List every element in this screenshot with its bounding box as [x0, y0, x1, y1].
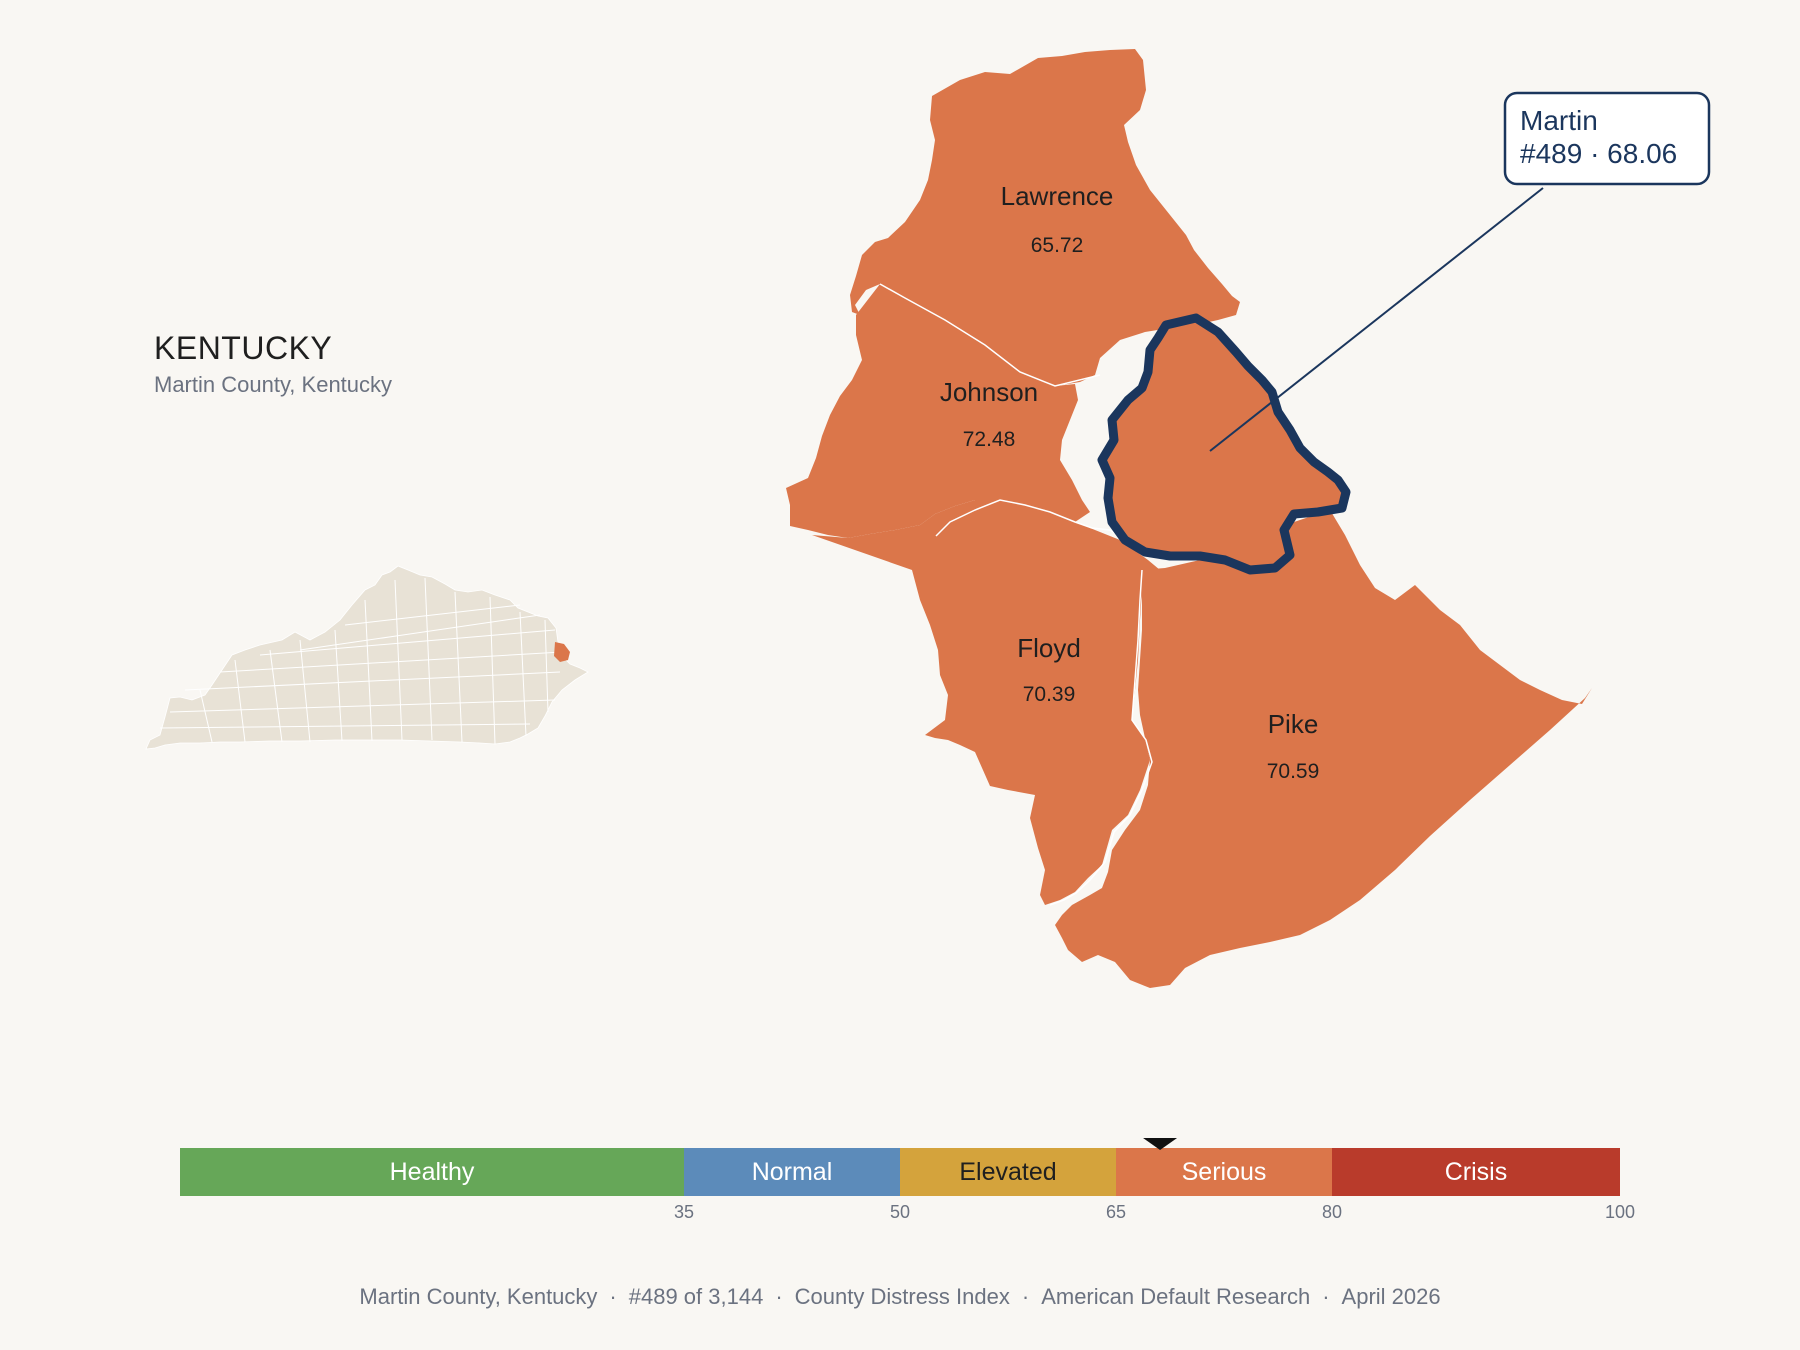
legend-tick-65: 65 — [1106, 1202, 1126, 1222]
footer: Martin County, Kentucky · #489 of 3,144 · Co… — [359, 1284, 1441, 1309]
legend-label-elevated: Elevated — [959, 1158, 1056, 1186]
footer-index-name: County Distress Index — [794, 1284, 1010, 1309]
county-label-johnson: Johnson — [940, 377, 1038, 407]
legend-band-serious — [1116, 1148, 1332, 1196]
kentucky-county-borders — [159, 577, 563, 745]
legend-tick-100: 100 — [1605, 1202, 1635, 1222]
county-value-lawrence: 65.72 — [1031, 234, 1084, 257]
county-value-floyd: 70.39 — [1023, 683, 1076, 706]
legend-band-crisis — [1332, 1148, 1620, 1196]
legend-tick-35: 35 — [674, 1202, 694, 1222]
county-map — [786, 49, 1592, 988]
county-value-pike: 70.59 — [1267, 760, 1320, 783]
kentucky-locator-map — [145, 565, 589, 750]
martin-county-outline — [1097, 313, 1351, 575]
county-johnson — [786, 284, 1090, 538]
state-title: KENTUCKY — [154, 330, 333, 366]
county-borders — [879, 283, 1153, 906]
callout-box — [1503, 91, 1711, 186]
martin-callout: Martin #489 · 68.06 — [1209, 91, 1711, 452]
footer-county: Martin County, Kentucky — [359, 1284, 598, 1309]
kentucky-state-shape — [145, 565, 589, 750]
legend-label-crisis: Crisis — [1445, 1158, 1508, 1186]
state-subtitle: Martin County, Kentucky — [154, 372, 393, 397]
legend-label-healthy: Healthy — [390, 1158, 475, 1186]
callout-leader-line — [1209, 187, 1544, 452]
county-lawrence — [850, 49, 1240, 386]
legend-score-marker — [1143, 1138, 1178, 1150]
county-pike — [1055, 510, 1592, 988]
footer-date: April 2026 — [1341, 1284, 1441, 1309]
footer-source: American Default Research — [1041, 1284, 1311, 1309]
legend-band-normal — [684, 1148, 900, 1196]
footer-rank: #489 of 3,144 — [628, 1284, 764, 1309]
martin-county-locator — [554, 642, 570, 662]
county-floyd — [812, 500, 1160, 905]
callout-name: Martin — [1520, 105, 1598, 136]
distress-scale-legend: Healthy Normal Elevated Serious Crisis 35 50 65… — [180, 1138, 1635, 1222]
callout-detail: #489 · 68.06 — [1520, 138, 1677, 169]
county-label-lawrence: Lawrence — [1001, 181, 1114, 211]
legend-band-healthy — [180, 1148, 684, 1196]
county-martin — [1102, 318, 1346, 570]
legend-tick-80: 80 — [1322, 1202, 1342, 1222]
county-label-pike: Pike — [1268, 709, 1319, 739]
legend-band-elevated — [900, 1148, 1116, 1196]
county-value-johnson: 72.48 — [963, 428, 1016, 451]
legend-label-normal: Normal — [752, 1158, 833, 1186]
county-label-floyd: Floyd — [1017, 633, 1081, 663]
legend-label-serious: Serious — [1182, 1158, 1267, 1186]
legend-tick-50: 50 — [890, 1202, 910, 1222]
county-labels: Lawrence 65.72 Johnson 72.48 Floyd 70.39… — [940, 181, 1319, 783]
